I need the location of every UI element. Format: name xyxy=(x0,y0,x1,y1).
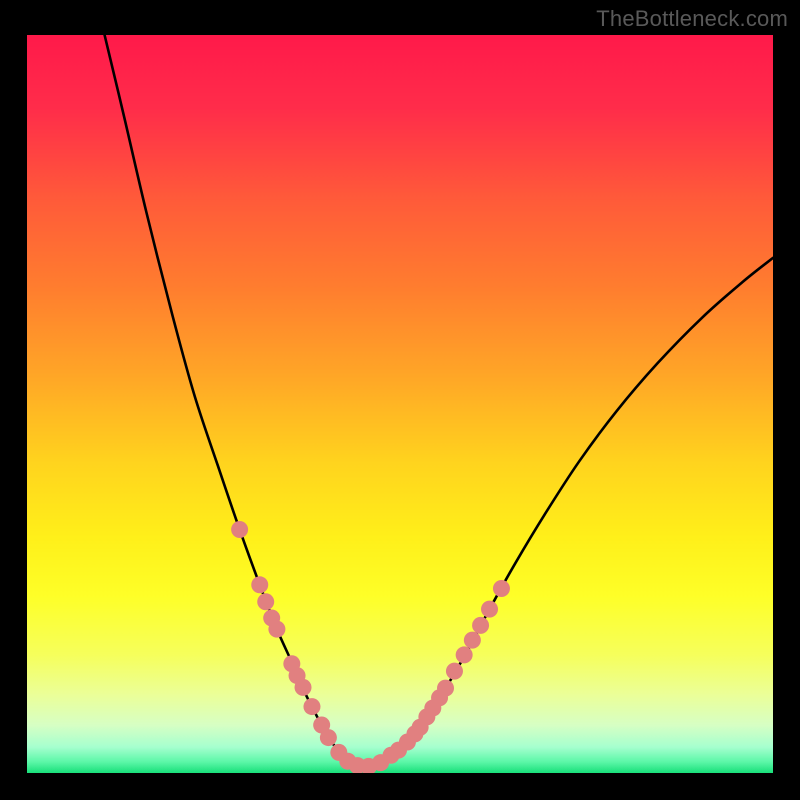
watermark-text: TheBottleneck.com xyxy=(596,6,788,32)
data-point xyxy=(268,621,285,638)
data-point xyxy=(472,617,489,634)
plot-area xyxy=(27,35,773,773)
data-points-group xyxy=(231,521,510,773)
data-point xyxy=(320,729,337,746)
data-point xyxy=(446,663,463,680)
data-point xyxy=(493,580,510,597)
data-point xyxy=(437,680,454,697)
curve-layer xyxy=(27,35,773,773)
bottleneck-curve xyxy=(105,35,773,767)
data-point xyxy=(303,698,320,715)
data-point xyxy=(231,521,248,538)
data-point xyxy=(464,632,481,649)
data-point xyxy=(481,601,498,618)
data-point xyxy=(251,576,268,593)
data-point xyxy=(456,646,473,663)
data-point xyxy=(257,593,274,610)
figure-root: TheBottleneck.com xyxy=(0,0,800,800)
data-point xyxy=(295,679,312,696)
